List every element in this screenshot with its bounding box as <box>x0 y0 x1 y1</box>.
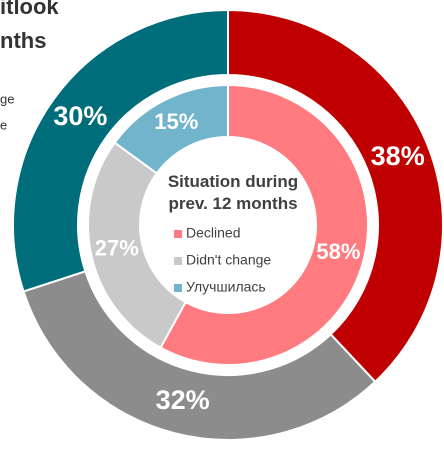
cropped-title: itlook <box>0 0 59 19</box>
legend-swatch <box>174 284 182 292</box>
legend-label: Улучшилась <box>186 279 266 295</box>
cropped-title: nths <box>0 28 46 53</box>
donut-segment <box>87 141 187 350</box>
value-label: 32% <box>156 385 210 415</box>
value-label: 30% <box>53 101 107 131</box>
value-label: 38% <box>371 141 425 171</box>
legend-swatch <box>174 230 182 238</box>
legend-swatch <box>174 257 182 265</box>
donut-segment <box>113 83 229 175</box>
cropped-legend: e <box>0 117 7 132</box>
donut-segment <box>227 8 444 384</box>
center-title: Situation during prev. 12 months <box>168 172 298 213</box>
value-label: 58% <box>316 239 360 264</box>
donut-segment <box>22 270 377 441</box>
legend-label: Didn't change <box>186 252 271 268</box>
donut-segment <box>12 8 229 293</box>
donut-segment <box>159 83 369 366</box>
value-label: 15% <box>154 109 198 134</box>
value-label: 27% <box>95 236 139 261</box>
legend-label: Declined <box>186 225 240 241</box>
cropped-legend: ge <box>0 91 14 106</box>
